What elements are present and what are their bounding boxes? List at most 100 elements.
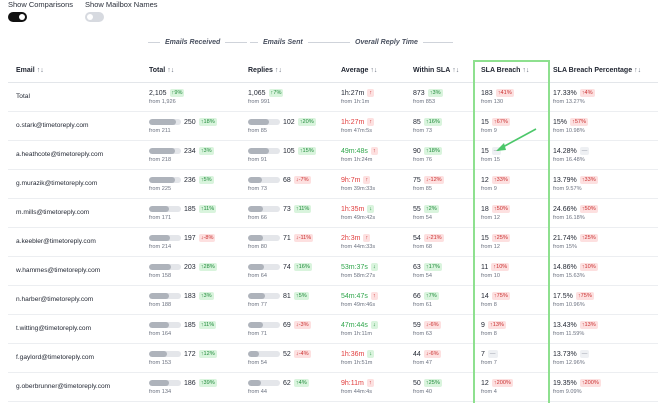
toggle-bar: Show Comparisons Show Mailbox Names: [8, 0, 158, 26]
cell-total: 186 ↑39% from 134: [141, 372, 240, 402]
total-value: 183: [184, 292, 196, 300]
column-header-sla-breach-percentage[interactable]: SLA Breach Percentage ↑↓: [545, 60, 658, 83]
sort-icon: ↑↓: [36, 67, 44, 75]
volume-bar-fill: [248, 380, 262, 386]
change-badge: ↑50%: [491, 205, 510, 213]
previous-value: from 85: [248, 128, 267, 134]
cell-total: 250 ↑18% from 211: [141, 111, 240, 141]
cell-email: m.mills@timetoreply.com: [8, 198, 141, 228]
cell-total: 236 ↑5% from 225: [141, 169, 240, 199]
table-row[interactable]: g.murazik@timetoreply.com 236 ↑5% from 225 6…: [8, 169, 658, 199]
cell-sla-breach-percentage: 14.28% — from 16.48%: [545, 140, 658, 170]
column-header-total[interactable]: Total ↑↓: [141, 60, 240, 83]
cell-replies: 105 ↑15% from 91: [240, 140, 333, 170]
cell-sla-breach: 7— from 7: [473, 343, 545, 373]
change-badge: ↑: [370, 292, 378, 300]
cell-sla-breach: 15 ↑67% from 9: [473, 111, 545, 141]
within-sla-value: 54: [413, 234, 421, 242]
change-badge: ↑: [363, 176, 371, 184]
change-badge: ↑11%: [198, 321, 217, 329]
change-badge: ↑4%: [293, 379, 309, 387]
previous-value: from 8: [481, 331, 497, 337]
sla-breach-percentage-value: 14.28%: [553, 147, 577, 155]
table-row[interactable]: g.oberbrunner@timetoreply.com 186 ↑39% from…: [8, 372, 658, 402]
cell-average: 53m:37s ↓ from 58m:27s: [333, 256, 405, 286]
cell-email: n.harber@timetoreply.com: [8, 285, 141, 315]
average-value: 49m:48s: [341, 147, 368, 155]
volume-bar-fill: [248, 235, 264, 241]
column-header-sla-breach-label: SLA Breach: [481, 67, 521, 75]
value-line: 14 ↑75%: [481, 291, 545, 301]
previous-value: from 9.57%: [553, 186, 582, 192]
cell-replies: 68 ↓-7% from 73: [240, 169, 333, 199]
value-line: 50 ↑25%: [413, 378, 473, 388]
table-row[interactable]: f.gaylord@timetoreply.com 172 ↑12% from 153…: [8, 343, 658, 373]
column-header-average[interactable]: Average ↑↓: [333, 60, 405, 83]
value-line: 183 ↑41%: [481, 88, 545, 98]
value-line: 172 ↑12%: [149, 349, 240, 359]
volume-bar-fill: [149, 119, 177, 125]
change-badge: ↓: [370, 263, 378, 271]
previous-value: from 9.09%: [553, 389, 582, 395]
change-badge: ↑25%: [579, 234, 598, 242]
volume-bar: [149, 206, 181, 212]
table-row[interactable]: m.mills@timetoreply.com 185 ↑11% from 171 73…: [8, 198, 658, 228]
show-mailbox-names-switch[interactable]: [85, 12, 105, 22]
volume-bar: [248, 293, 280, 299]
table-row[interactable]: a.keebler@timetoreply.com 197 ↓-8% from 214…: [8, 227, 658, 257]
table-row[interactable]: o.stark@timetoreply.com 250 ↑18% from 211 10…: [8, 111, 658, 141]
cell-sla-breach-percentage: 17.5% ↑75% from 10.96%: [545, 285, 658, 315]
volume-bar-fill: [149, 148, 175, 154]
cell-sla-breach: 15— from 15: [473, 140, 545, 170]
table-row[interactable]: n.harber@timetoreply.com 183 ↑3% from 188 81…: [8, 285, 658, 315]
previous-value: from 153: [149, 360, 172, 366]
previous-value: from 15.63%: [553, 273, 585, 279]
cell-within-sla: 55 ↑2% from 54: [405, 198, 473, 228]
column-header-replies[interactable]: Replies ↑↓: [240, 60, 333, 83]
cell-sla-breach-percentage: 24.66% ↑50% from 16.18%: [545, 198, 658, 228]
previous-value: from 7: [481, 360, 497, 366]
within-sla-value: 55: [413, 205, 421, 213]
previous-value: from 73: [248, 186, 267, 192]
previous-value: from 40: [413, 389, 432, 395]
column-header-within-sla[interactable]: Within SLA ↑↓: [405, 60, 473, 83]
change-badge: ↑16%: [293, 263, 312, 271]
volume-bar: [149, 322, 181, 328]
sla-breach-percentage-value: 14.86%: [553, 263, 577, 271]
replies-value: 62: [283, 379, 291, 387]
average-value: 1h:27m: [341, 118, 365, 126]
divider: [148, 42, 160, 43]
volume-bar-fill: [248, 206, 264, 212]
average-value: 1h:36m: [341, 350, 365, 358]
value-line: 1,065 ↑7%: [248, 88, 333, 98]
table-body: Total 2,105 ↑9% from 1,926 1,065 ↑7% from 991 1…: [8, 82, 658, 402]
average-value: 47m:44s: [341, 321, 368, 329]
value-line: 18 ↑50%: [481, 204, 545, 214]
value-line: 9h:11m ↑: [341, 378, 405, 388]
previous-value: from 44m:4s: [341, 389, 373, 395]
previous-value: from 76: [413, 157, 432, 163]
previous-value: from 39m:33s: [341, 186, 376, 192]
table-row[interactable]: t.witting@timetoreply.com 185 ↑11% from 164…: [8, 314, 658, 344]
within-sla-value: 873: [413, 89, 425, 97]
table-row[interactable]: w.hammes@timetoreply.com 203 ↑28% from 158 7…: [8, 256, 658, 286]
change-badge: ↑: [363, 234, 371, 242]
volume-bar: [248, 380, 280, 386]
cell-average: 2h:3m ↑ from 44m:33s: [333, 227, 405, 257]
value-line: 15% ↑57%: [553, 117, 658, 127]
previous-value: from 853: [413, 99, 436, 105]
column-header-sla-breach[interactable]: SLA Breach ↑↓: [473, 60, 545, 83]
value-line: 105 ↑15%: [248, 146, 333, 156]
average-value: 53m:37s: [341, 263, 368, 271]
change-badge: ↑41%: [495, 89, 514, 97]
table-row[interactable]: Total 2,105 ↑9% from 1,926 1,065 ↑7% from 991 1…: [8, 82, 658, 112]
within-sla-value: 59: [413, 321, 421, 329]
change-badge: ↑18%: [198, 118, 217, 126]
column-header-email[interactable]: Email ↑↓: [8, 60, 141, 83]
value-line: 73 ↑11%: [248, 204, 333, 214]
change-badge: ↑11%: [293, 205, 312, 213]
show-comparisons-switch[interactable]: [8, 12, 27, 22]
average-value: 9h:7m: [341, 176, 361, 184]
table-row[interactable]: a.heathcote@timetoreply.com 234 ↑3% from 21…: [8, 140, 658, 170]
value-line: 19.35% ↑200%: [553, 378, 658, 388]
